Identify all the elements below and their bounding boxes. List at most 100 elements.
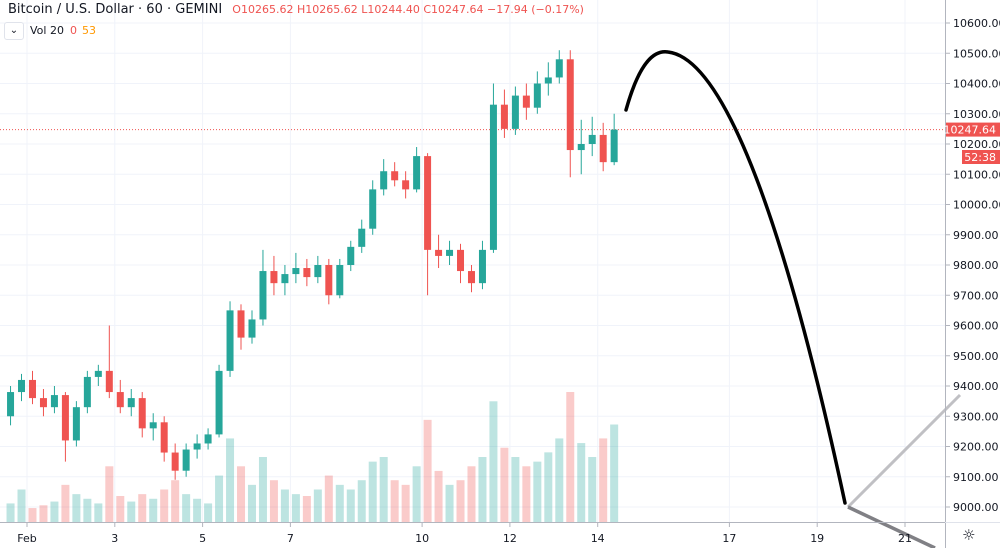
volume-bar	[302, 496, 311, 522]
volume-bar	[215, 475, 224, 522]
volume-bar	[533, 461, 542, 522]
price-tick-label: 9100.00	[953, 471, 999, 484]
candle	[599, 122, 607, 172]
candle-body	[566, 59, 574, 151]
candle-body	[171, 452, 179, 471]
candle	[127, 389, 135, 417]
price-tick-label: 9400.00	[953, 380, 999, 393]
drawn-line-up[interactable]	[846, 393, 962, 509]
volume-bar	[434, 470, 443, 522]
candle	[182, 443, 190, 477]
volume-bar	[379, 457, 388, 522]
volume-bar	[204, 503, 213, 522]
drawn-line-down[interactable]	[847, 505, 936, 548]
candle	[259, 249, 267, 326]
volume-bar	[258, 457, 267, 522]
price-axis[interactable]: 10600.00 10500.00 10400.00 10300.00 10200.00…	[945, 17, 1000, 514]
volume-bar	[522, 466, 531, 522]
candle	[28, 370, 36, 405]
candle	[160, 416, 168, 462]
candle	[588, 116, 596, 157]
candle-body	[116, 392, 124, 408]
candle	[577, 119, 585, 175]
open-value: O10265.62	[232, 3, 294, 16]
candle	[610, 113, 618, 166]
candle-body	[7, 392, 15, 417]
drawn-curve-arrow[interactable]	[624, 50, 847, 505]
close-value: C10247.64	[423, 3, 484, 16]
volume-bar	[335, 484, 344, 522]
candle-body	[50, 395, 58, 408]
volume-bar	[478, 457, 487, 522]
candle-body	[489, 104, 497, 250]
volume-bar	[94, 503, 103, 522]
candle-body	[457, 249, 465, 272]
price-tick-label: 9800.00	[953, 259, 999, 272]
candle-body	[424, 156, 432, 250]
volume-bars	[6, 392, 619, 522]
candle-body	[259, 271, 267, 320]
time-axis[interactable]: Feb 3 5 7 10 12 14 17 19 21	[17, 522, 912, 545]
candles	[7, 50, 618, 480]
volume-ma-value: 53	[81, 24, 96, 37]
volume-bar	[368, 461, 377, 522]
last-price-label: 10247.64 52:38	[944, 122, 1000, 164]
candle-body	[39, 398, 47, 408]
candle-body	[182, 449, 190, 471]
volume-bar	[280, 489, 289, 522]
candle-body	[500, 104, 508, 129]
time-tick-label: 10	[415, 532, 429, 545]
candle	[424, 153, 432, 296]
candle-body	[599, 134, 607, 163]
volume-bar	[555, 438, 564, 522]
candle	[500, 89, 508, 138]
candle	[94, 364, 102, 386]
price-tick-label: 9600.00	[953, 320, 999, 333]
time-tick-label: Feb	[17, 532, 36, 545]
time-tick-label: 5	[199, 532, 206, 545]
candle	[248, 310, 256, 344]
volume-bar	[423, 419, 432, 522]
candle-body	[336, 265, 344, 296]
candle-body	[478, 249, 486, 284]
candle	[391, 162, 399, 187]
candle-body	[435, 249, 443, 256]
candle	[533, 71, 541, 114]
chevron-down-icon[interactable]: ⌄	[4, 22, 24, 40]
candle	[237, 304, 245, 350]
time-tick-label: 21	[898, 532, 912, 545]
candle	[369, 180, 377, 235]
candle	[544, 62, 552, 96]
volume-value: 0	[69, 24, 77, 37]
gear-icon[interactable]: ☼	[962, 526, 976, 544]
volume-bar	[116, 496, 125, 522]
change-value: −17.94 (−0.17%)	[487, 3, 584, 16]
volume-bar	[28, 508, 37, 522]
volume-bar	[588, 457, 597, 522]
candle	[61, 392, 69, 462]
candle-body	[61, 395, 69, 441]
volume-bar	[599, 438, 608, 522]
candle	[566, 50, 574, 178]
candle-body	[72, 407, 80, 441]
candle-body	[467, 271, 475, 284]
candle-body	[149, 422, 157, 429]
user-drawings[interactable]	[624, 50, 962, 548]
candle	[347, 240, 355, 272]
candle	[380, 159, 388, 196]
low-value: L10244.40	[361, 3, 420, 16]
volume-bar	[511, 457, 520, 522]
volume-bar	[39, 505, 48, 522]
volume-legend: ⌄ Vol 20 0 53	[4, 22, 96, 40]
time-tick-label: 3	[111, 532, 118, 545]
symbol-legend: Bitcoin / U.S. Dollar · 60 · GEMINI O102…	[8, 2, 584, 17]
candle-body	[248, 319, 256, 338]
candle	[457, 243, 465, 284]
candle-body	[577, 144, 585, 151]
volume-bar	[324, 475, 333, 522]
time-tick-label: 17	[722, 532, 736, 545]
candle-body	[369, 189, 377, 229]
candle	[435, 234, 443, 269]
candle	[171, 443, 179, 480]
